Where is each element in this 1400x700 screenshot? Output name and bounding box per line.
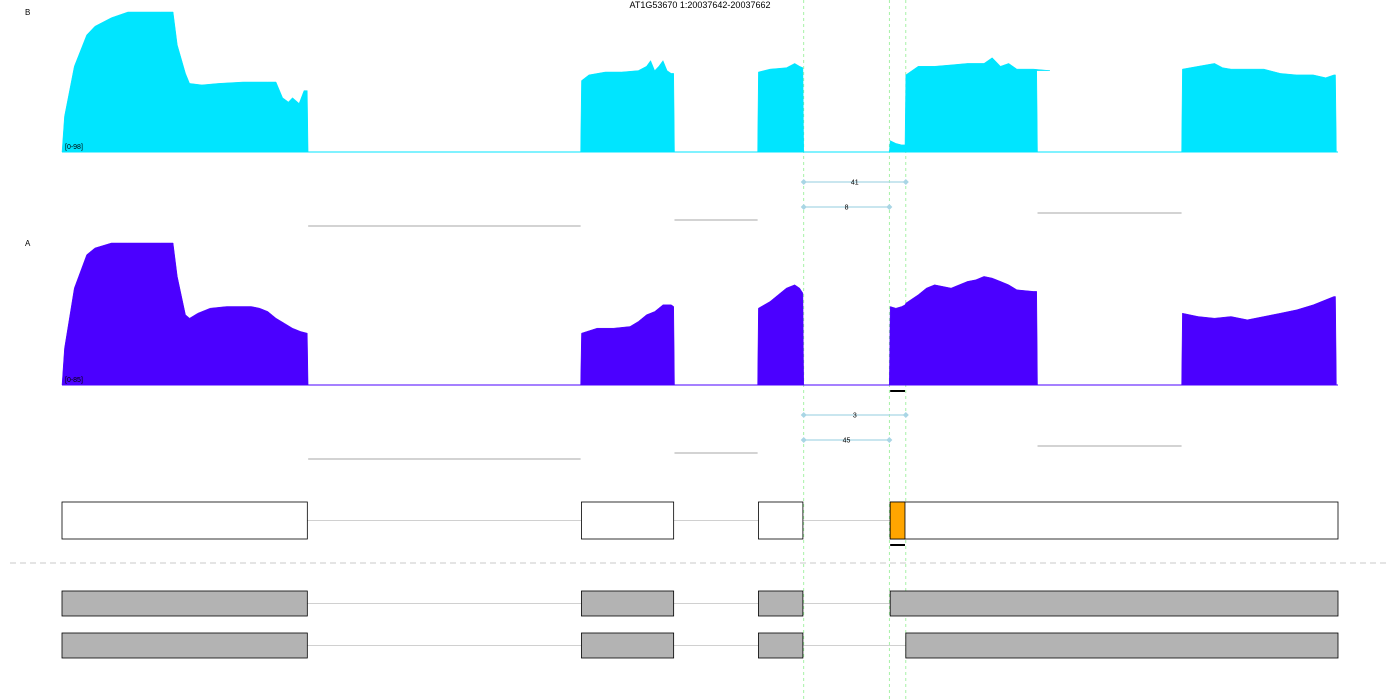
event-gene-model [61, 390, 1339, 546]
junction-end-A-1-0 [800, 437, 807, 443]
track-range-label-A: [0-85] [65, 377, 83, 384]
alt-segment [889, 501, 906, 540]
junction-end-B-0-1 [902, 179, 909, 185]
gene-exon-3 [889, 501, 1339, 540]
transcript-0-exon-2 [758, 590, 804, 617]
track-label-A: A [25, 239, 31, 248]
junction-count-A-0: 3 [853, 413, 857, 420]
track-range-label-B: [0-98] [65, 144, 83, 151]
junction-count-B-0: 41 [851, 180, 859, 187]
transcript-0-exon-0 [61, 590, 308, 617]
track-label-B: B [25, 8, 30, 17]
coverage-tracks: B [0-98] A [0-85] [25, 8, 1338, 386]
transcript-1-exon-2 [758, 632, 804, 659]
transcript-1-exon-0 [61, 632, 308, 659]
junction-end-B-1-0 [800, 204, 807, 210]
chart-title: AT1G53670 1:20037642-20037662 [630, 0, 771, 10]
junction-end-A-0-0 [800, 412, 807, 418]
junction-count-A-1: 45 [843, 438, 851, 445]
transcript-0-exon-3 [889, 590, 1339, 617]
junction-count-B-1: 8 [845, 205, 849, 212]
coverage-area-A [61, 242, 1338, 386]
coverage-area-B [61, 11, 1338, 153]
transcript-models [61, 590, 1339, 659]
junction-end-B-0-0 [800, 179, 807, 185]
transcript-0-exon-1 [581, 590, 675, 617]
junction-end-A-1-1 [886, 437, 893, 443]
junction-end-A-0-1 [902, 412, 909, 418]
junction-end-B-1-1 [886, 204, 893, 210]
transcript-1-exon-1 [581, 632, 675, 659]
gene-exon-0 [61, 501, 308, 540]
junction-panels: 41 8 3 45 [308, 179, 1182, 460]
gene-exon-1 [581, 501, 675, 540]
gene-exon-2 [758, 501, 804, 540]
transcript-1-exon-3 [905, 632, 1339, 659]
